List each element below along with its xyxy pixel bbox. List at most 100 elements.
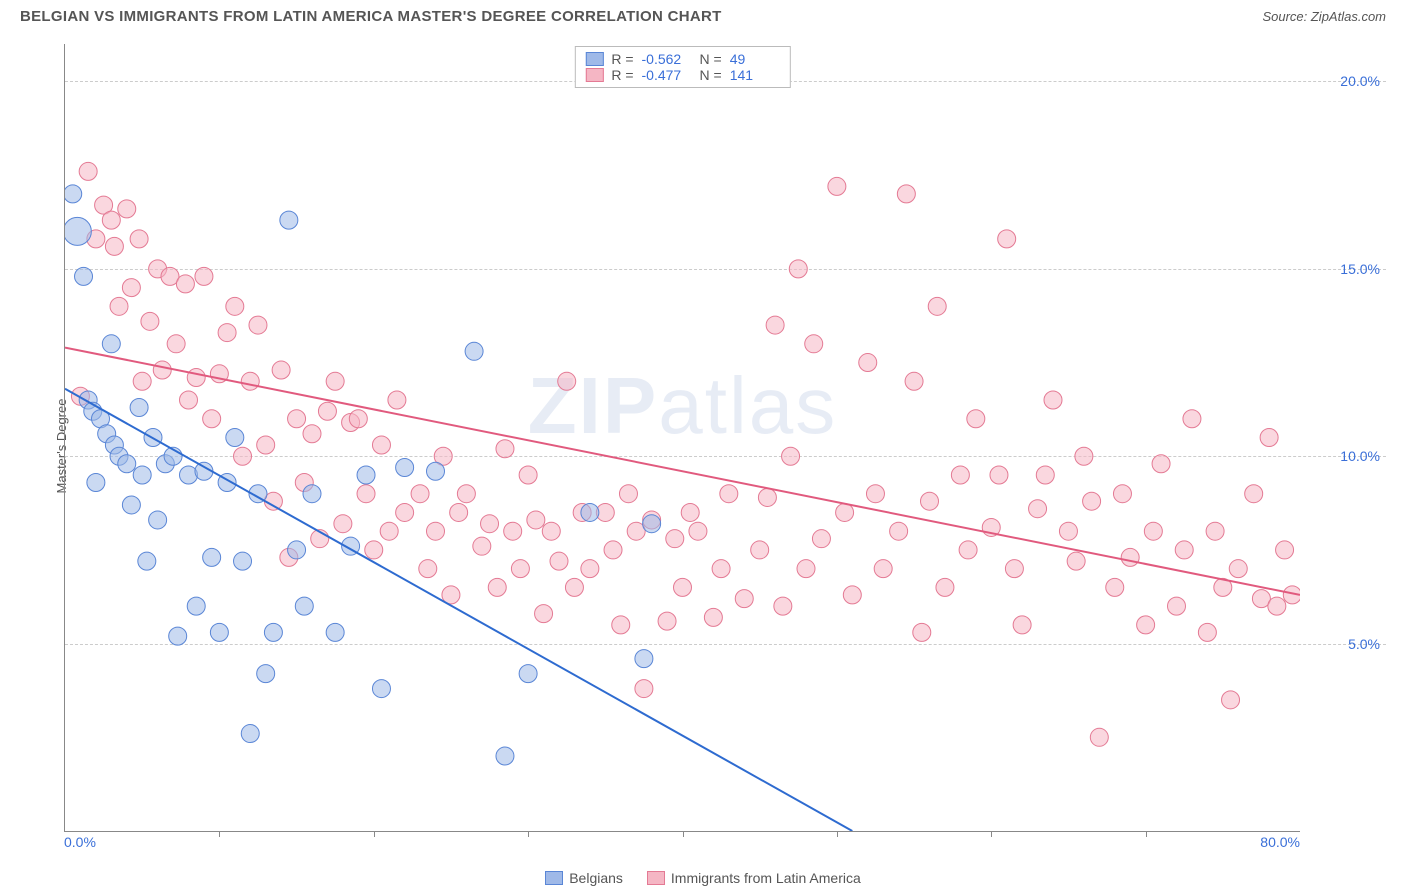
data-point bbox=[1044, 391, 1062, 409]
data-point bbox=[1229, 560, 1247, 578]
data-point bbox=[712, 560, 730, 578]
data-point bbox=[658, 612, 676, 630]
data-point bbox=[372, 680, 390, 698]
data-point bbox=[1106, 578, 1124, 596]
data-point bbox=[164, 447, 182, 465]
data-point bbox=[357, 466, 375, 484]
legend-row-belgians: R = -0.562 N = 49 bbox=[585, 51, 779, 67]
data-point bbox=[565, 578, 583, 596]
data-point bbox=[527, 511, 545, 529]
data-point bbox=[249, 485, 267, 503]
data-point bbox=[257, 436, 275, 454]
data-point bbox=[959, 541, 977, 559]
y-tick-label: 10.0% bbox=[1308, 448, 1380, 464]
data-point bbox=[635, 680, 653, 698]
data-point bbox=[110, 297, 128, 315]
data-point bbox=[681, 503, 699, 521]
data-point bbox=[951, 466, 969, 484]
data-point bbox=[836, 503, 854, 521]
data-point bbox=[1137, 616, 1155, 634]
data-point bbox=[1152, 455, 1170, 473]
data-point bbox=[1175, 541, 1193, 559]
data-point bbox=[874, 560, 892, 578]
data-point bbox=[720, 485, 738, 503]
data-point bbox=[481, 515, 499, 533]
data-point bbox=[511, 560, 529, 578]
data-point bbox=[195, 267, 213, 285]
swatch-belgians-icon bbox=[545, 871, 563, 885]
data-point bbox=[1245, 485, 1263, 503]
data-point bbox=[144, 429, 162, 447]
data-point bbox=[897, 185, 915, 203]
data-point bbox=[396, 458, 414, 476]
source-attribution: Source: ZipAtlas.com bbox=[1262, 9, 1386, 24]
data-point bbox=[427, 522, 445, 540]
data-point bbox=[133, 466, 151, 484]
data-point bbox=[789, 260, 807, 278]
data-point bbox=[295, 597, 313, 615]
data-point bbox=[303, 485, 321, 503]
data-point bbox=[153, 361, 171, 379]
data-point bbox=[473, 537, 491, 555]
data-point bbox=[349, 410, 367, 428]
data-point bbox=[1198, 623, 1216, 641]
data-point bbox=[666, 530, 684, 548]
data-point bbox=[866, 485, 884, 503]
legend-n-label: N = bbox=[700, 67, 722, 83]
data-point bbox=[218, 324, 236, 342]
data-point bbox=[372, 436, 390, 454]
data-point bbox=[519, 466, 537, 484]
data-point bbox=[921, 492, 939, 510]
data-point bbox=[118, 200, 136, 218]
data-point bbox=[990, 466, 1008, 484]
data-point bbox=[674, 578, 692, 596]
legend-r-label: R = bbox=[611, 67, 633, 83]
data-point bbox=[619, 485, 637, 503]
data-point bbox=[210, 365, 228, 383]
data-point bbox=[1075, 447, 1093, 465]
legend-row-latin: R = -0.477 N = 141 bbox=[585, 67, 779, 83]
data-point bbox=[828, 177, 846, 195]
data-point bbox=[396, 503, 414, 521]
data-point bbox=[210, 623, 228, 641]
data-point bbox=[79, 162, 97, 180]
data-point bbox=[812, 530, 830, 548]
plot-area: ZIPatlas R = -0.562 N = 49 R = -0.477 N … bbox=[64, 44, 1300, 832]
y-tick-label: 20.0% bbox=[1308, 73, 1380, 89]
data-point bbox=[758, 488, 776, 506]
data-point bbox=[87, 473, 105, 491]
data-point bbox=[766, 316, 784, 334]
data-point bbox=[318, 402, 336, 420]
data-point bbox=[187, 369, 205, 387]
data-point bbox=[419, 560, 437, 578]
legend-item-belgians: Belgians bbox=[545, 870, 623, 886]
data-point bbox=[581, 503, 599, 521]
data-point bbox=[427, 462, 445, 480]
data-point bbox=[122, 496, 140, 514]
data-point bbox=[133, 372, 151, 390]
data-point bbox=[241, 725, 259, 743]
data-point bbox=[542, 522, 560, 540]
data-point bbox=[141, 312, 159, 330]
data-point bbox=[936, 578, 954, 596]
data-point bbox=[1005, 560, 1023, 578]
series-legend: Belgians Immigrants from Latin America bbox=[0, 870, 1406, 886]
data-point bbox=[1113, 485, 1131, 503]
x-axis-min-label: 0.0% bbox=[64, 834, 96, 850]
data-point bbox=[1036, 466, 1054, 484]
legend-r-value-latin: -0.477 bbox=[642, 67, 692, 83]
legend-item-latin: Immigrants from Latin America bbox=[647, 870, 861, 886]
data-point bbox=[504, 522, 522, 540]
data-point bbox=[187, 597, 205, 615]
data-point bbox=[1067, 552, 1085, 570]
data-point bbox=[1059, 522, 1077, 540]
data-point bbox=[1168, 597, 1186, 615]
data-point bbox=[65, 217, 91, 245]
data-point bbox=[1013, 616, 1031, 634]
data-point bbox=[249, 316, 267, 334]
data-point bbox=[689, 522, 707, 540]
data-point bbox=[365, 541, 383, 559]
data-point bbox=[465, 342, 483, 360]
data-point bbox=[218, 473, 236, 491]
data-point bbox=[105, 237, 123, 255]
